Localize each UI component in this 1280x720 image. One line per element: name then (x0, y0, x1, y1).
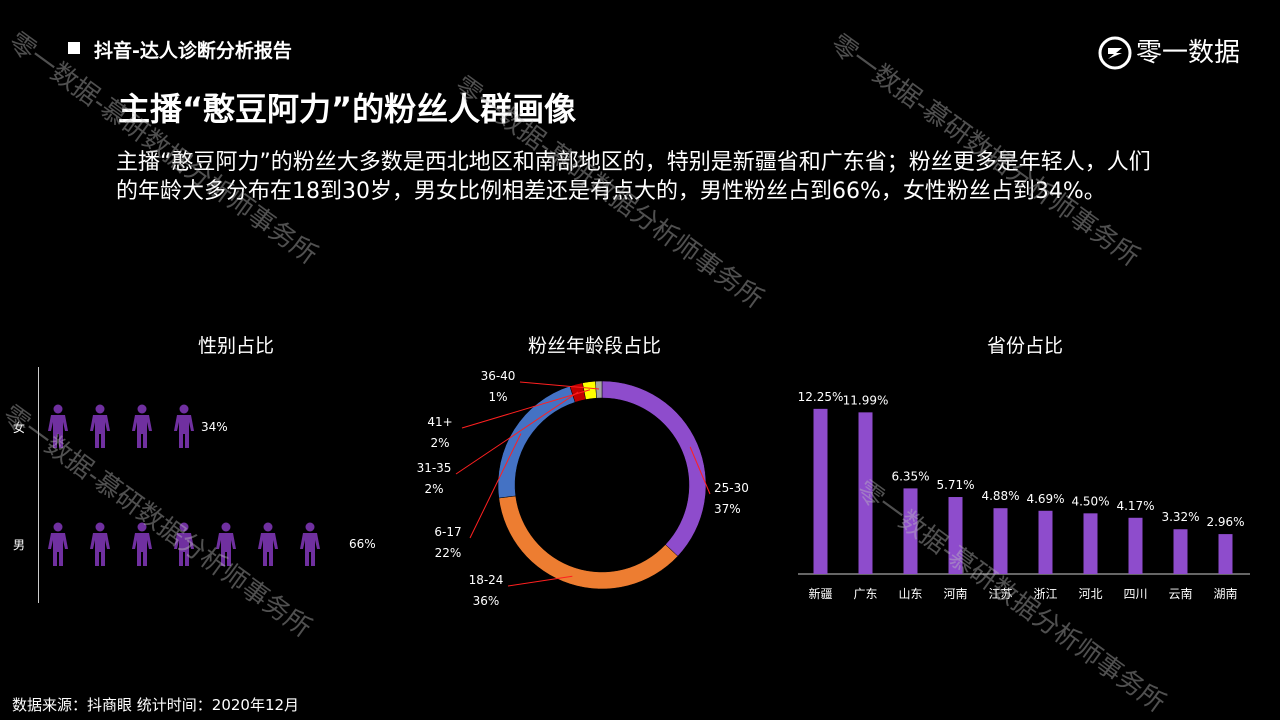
donut-leader-line (455, 391, 579, 475)
male-icon-row (47, 522, 341, 566)
male-person-icon (47, 522, 69, 566)
donut-category-label: 25-30 (714, 481, 749, 495)
bar-value-label: 6.35% (891, 469, 929, 483)
female-person-icon (89, 404, 111, 448)
donut-value-label: 37% (714, 502, 741, 516)
donut-leader-line (461, 389, 591, 429)
donut-slice-25-30 (601, 380, 707, 557)
logo-text: 零一数据 (1136, 38, 1241, 68)
bar-category-label: 新疆 (808, 586, 832, 601)
bar-value-label: 5.71% (936, 478, 974, 492)
bar-value-label: 12.25% (798, 390, 844, 404)
donut-category-label: 18-24 (469, 573, 504, 587)
bar-河南 (948, 497, 963, 574)
bar-河北 (1083, 513, 1098, 574)
age-chart-title: 粉丝年龄段占比 (528, 335, 662, 357)
male-person-icon (89, 522, 111, 566)
donut-leader-line (469, 433, 522, 539)
donut-leader-line (507, 575, 573, 587)
age-donut-chart: 25-30 37% 18-24 36% 6-17 22% 31-35 2% 41+ 2% 36-40… (417, 369, 749, 608)
bar-value-label: 11.99% (843, 393, 889, 407)
gender-chart-title: 性别占比 (198, 335, 275, 357)
donut-leader-line (689, 446, 711, 495)
province-bar-chart: 12.25% 新疆 11.99% 广东 6.35% 山东 5.71% 河南 4.88% 江苏 4.6… (798, 390, 1250, 601)
donut-slice-36-40 (595, 380, 603, 399)
bar-category-label: 江苏 (988, 587, 1012, 601)
province-chart-title: 省份占比 (987, 335, 1064, 357)
male-person-icon (299, 522, 321, 566)
female-icon-row (47, 404, 215, 448)
page-title: 主播“憨豆阿力”的粉丝人群画像 (118, 90, 577, 128)
bar-云南 (1173, 529, 1188, 574)
donut-value-label: 22% (435, 546, 462, 560)
logo-icon (1098, 36, 1132, 70)
female-person-icon (173, 404, 195, 448)
gender-axis (38, 367, 39, 603)
donut-slice-18-24 (498, 495, 679, 590)
bar-value-label: 4.69% (1026, 492, 1064, 506)
bar-value-label: 4.88% (981, 489, 1019, 503)
gender-label-female: 女 (13, 421, 26, 435)
bar-山东 (903, 488, 918, 574)
bar-value-label: 4.50% (1071, 494, 1109, 508)
bar-value-label: 2.96% (1206, 515, 1244, 529)
donut-value-label: 1% (488, 390, 507, 404)
male-person-icon (215, 522, 237, 566)
gender-pct-male: 66% (349, 537, 376, 551)
male-person-icon (131, 522, 153, 566)
bar-category-label: 山东 (898, 587, 922, 601)
bar-category-label: 四川 (1123, 587, 1147, 601)
gender-label-male: 男 (13, 538, 26, 552)
bar-湖南 (1218, 534, 1233, 574)
donut-value-label: 36% (473, 594, 500, 608)
page-description: 主播“憨豆阿力”的粉丝大多数是西北地区和南部地区的，特别是新疆省和广东省；粉丝更… (116, 150, 1151, 204)
bar-江苏 (993, 508, 1008, 574)
donut-value-label: 2% (430, 436, 449, 450)
bar-category-label: 云南 (1168, 586, 1192, 601)
male-person-icon (173, 522, 195, 566)
bar-category-label: 河北 (1078, 587, 1102, 601)
donut-leader-line (519, 381, 600, 390)
donut-category-label: 31-35 (417, 461, 452, 475)
bar-新疆 (813, 408, 828, 574)
male-person-icon (257, 522, 279, 566)
donut-category-label: 36-40 (481, 369, 516, 383)
bar-category-label: 河南 (943, 586, 967, 601)
donut-category-label: 41+ (427, 415, 452, 429)
donut-value-label: 2% (424, 482, 443, 496)
bar-浙江 (1038, 510, 1053, 574)
report-title: 抖音-达人诊断分析报告 (94, 40, 292, 62)
bar-广东 (858, 412, 873, 574)
gender-pct-female: 34% (201, 420, 228, 434)
bar-四川 (1128, 517, 1143, 574)
bar-category-label: 浙江 (1033, 587, 1057, 601)
data-source-note: 数据来源：抖商眼 统计时间：2020年12月 (12, 696, 300, 714)
bar-category-label: 广东 (853, 587, 877, 601)
female-person-icon (47, 404, 69, 448)
bar-value-label: 3.32% (1161, 510, 1199, 524)
donut-slice-6-17 (497, 385, 576, 499)
bar-category-label: 湖南 (1213, 586, 1237, 601)
female-person-icon (131, 404, 153, 448)
bar-value-label: 4.17% (1116, 499, 1154, 513)
header-bullet (68, 42, 80, 54)
donut-category-label: 6-17 (434, 525, 461, 539)
